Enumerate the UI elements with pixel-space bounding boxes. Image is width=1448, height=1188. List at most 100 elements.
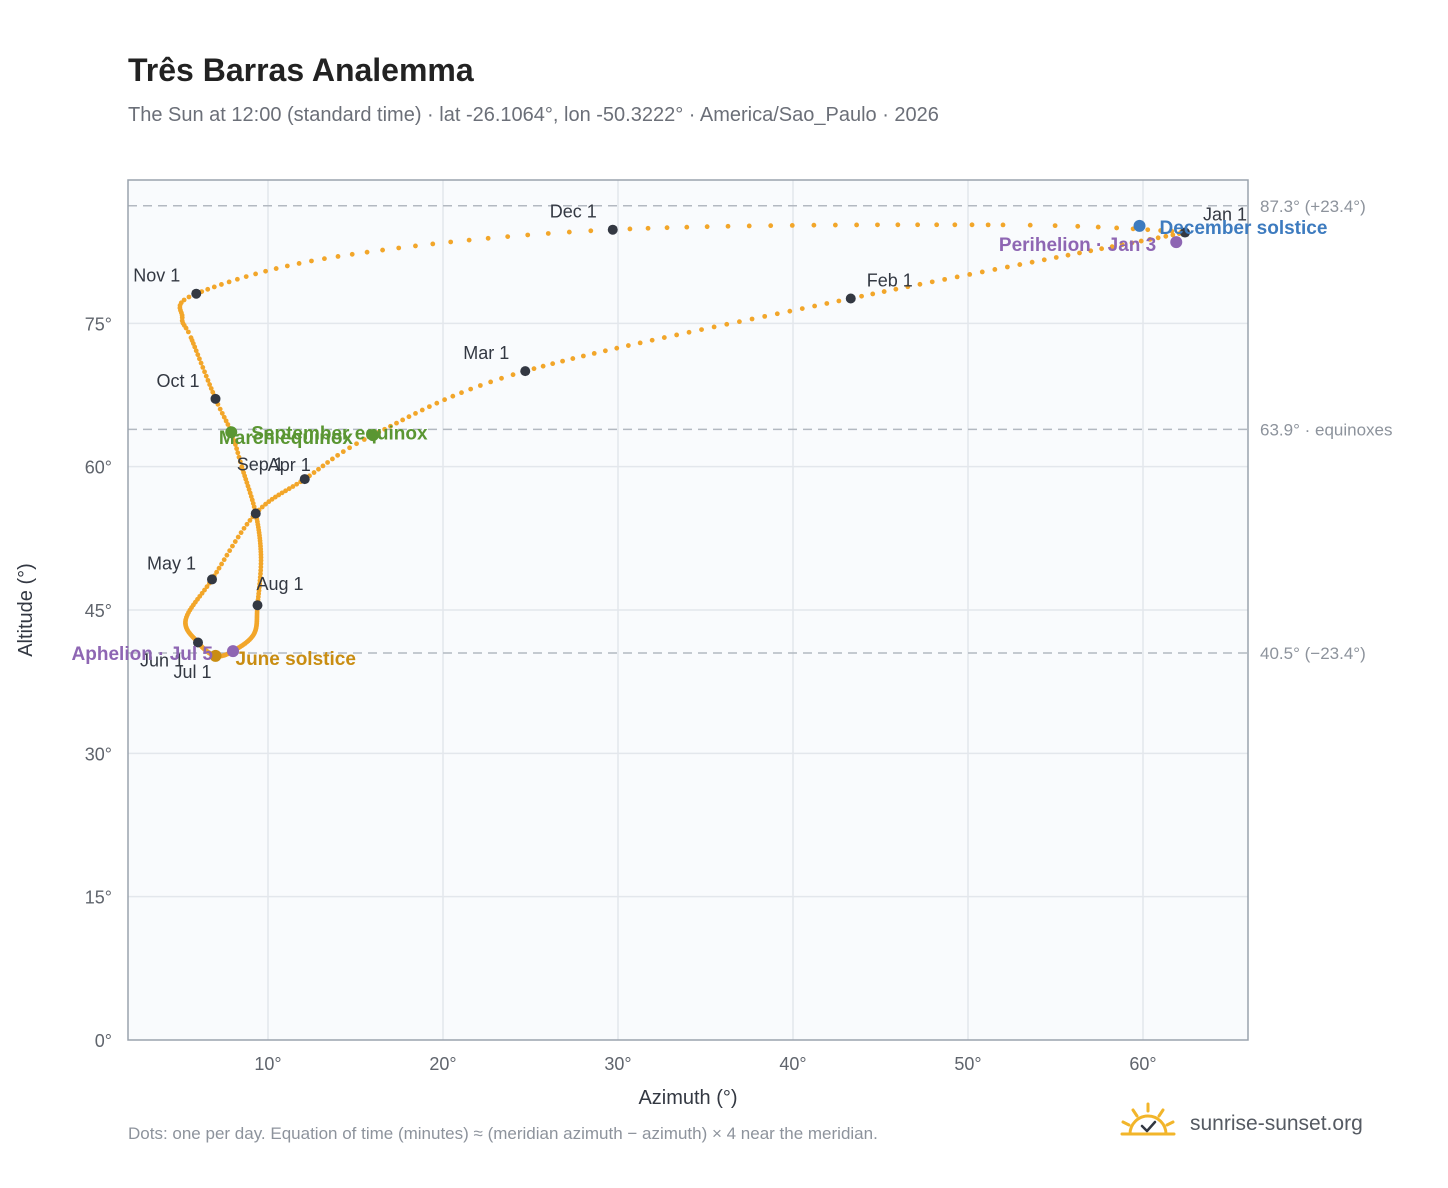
reference-lines: 87.3° (+23.4°) 63.9° · equinoxes 40.5° (−2… xyxy=(128,197,1393,663)
y-tick-label: 45° xyxy=(85,601,112,621)
day-dot xyxy=(181,297,187,303)
month-marker-label: Sep 1 xyxy=(237,454,284,474)
day-dot xyxy=(400,417,406,423)
day-dot xyxy=(1169,228,1175,234)
month-marker-label: Aug 1 xyxy=(256,574,303,594)
day-dot xyxy=(799,306,805,311)
month-marker xyxy=(607,224,618,235)
day-dot xyxy=(197,356,202,362)
day-dot xyxy=(1027,222,1033,228)
event-label: March equinox xyxy=(219,428,354,449)
day-dot xyxy=(1088,248,1094,254)
day-dot xyxy=(774,311,780,317)
x-tick-label: 60° xyxy=(1129,1054,1156,1074)
day-dot xyxy=(263,268,268,274)
day-dot xyxy=(210,389,216,395)
day-dot xyxy=(236,454,242,460)
day-dot xyxy=(942,276,948,282)
day-dot xyxy=(234,276,240,282)
month-marker-label: Mar 1 xyxy=(463,343,509,363)
day-dot xyxy=(286,486,292,492)
day-dot xyxy=(1163,233,1169,239)
day-dot xyxy=(979,269,985,275)
day-dot xyxy=(570,356,576,361)
day-dot xyxy=(450,393,456,399)
day-dot xyxy=(406,414,412,420)
day-dot xyxy=(637,340,643,346)
day-dot xyxy=(396,245,402,251)
day-dot xyxy=(207,382,213,387)
day-dot xyxy=(746,223,752,229)
day-dot xyxy=(915,222,921,228)
day-dot xyxy=(239,464,245,470)
day-dot xyxy=(895,222,901,228)
day-dot xyxy=(294,481,300,487)
day-dot xyxy=(1145,227,1151,233)
day-dot xyxy=(426,404,432,410)
day-dot xyxy=(929,279,935,285)
day-dot xyxy=(645,225,651,231)
day-dot xyxy=(442,397,448,403)
event-marker xyxy=(1170,236,1183,249)
day-dot xyxy=(430,241,436,247)
day-dot xyxy=(320,463,326,469)
day-dot xyxy=(811,222,817,228)
chart-title: Três Barras Analemma xyxy=(128,52,474,88)
day-dot xyxy=(550,361,556,367)
day-dot xyxy=(711,324,717,330)
day-dot xyxy=(347,445,352,451)
day-dot xyxy=(1138,238,1144,244)
day-dot xyxy=(382,426,388,432)
day-dot xyxy=(219,410,225,416)
day-dot xyxy=(812,303,818,309)
day-dot xyxy=(499,375,504,381)
day-dot xyxy=(241,525,247,531)
day-dot xyxy=(225,422,231,427)
month-marker xyxy=(191,288,202,299)
day-dot xyxy=(1095,224,1101,230)
month-marker xyxy=(520,366,531,377)
day-dot xyxy=(1017,262,1023,267)
day-dot xyxy=(787,308,793,314)
day-dot xyxy=(235,450,241,456)
day-dot xyxy=(221,414,227,420)
day-dot xyxy=(208,386,214,391)
day-dot xyxy=(354,441,359,447)
day-dot xyxy=(335,254,341,259)
day-dot xyxy=(588,228,594,234)
event-marker xyxy=(209,649,222,662)
event-marker xyxy=(227,645,239,658)
day-dot xyxy=(952,222,958,228)
brand-logo[interactable]: sunrise-sunset.org xyxy=(1120,1100,1400,1150)
day-dot xyxy=(580,353,586,359)
day-dot xyxy=(1158,228,1164,233)
day-dot xyxy=(870,291,876,297)
day-dot xyxy=(296,261,302,266)
day-dot xyxy=(233,442,238,447)
day-dot xyxy=(1041,257,1047,263)
day-dot xyxy=(188,335,194,341)
day-dot xyxy=(205,377,211,383)
month-marker xyxy=(250,508,261,519)
day-dot xyxy=(664,225,670,231)
day-dot xyxy=(510,372,516,378)
day-dot xyxy=(762,313,768,319)
day-dot xyxy=(219,282,224,287)
day-dot xyxy=(235,534,241,540)
day-dot xyxy=(699,327,704,332)
day-dot xyxy=(905,284,911,290)
day-dot xyxy=(1075,223,1081,229)
day-dot xyxy=(322,256,327,262)
x-tick-label: 30° xyxy=(604,1054,631,1074)
day-dot xyxy=(380,247,385,253)
day-dot xyxy=(243,274,249,279)
day-dot xyxy=(1065,252,1071,258)
day-dot xyxy=(875,222,880,228)
day-dot xyxy=(266,499,272,505)
day-dot xyxy=(684,224,690,230)
day-dot xyxy=(340,449,346,455)
day-dot xyxy=(230,543,235,549)
day-dot xyxy=(413,410,418,416)
day-dot xyxy=(836,298,842,304)
axis-ticks: 10° 20° 30° 40° 50° 60° 0° 15° 30° 45° 60° 75° xyxy=(85,314,1157,1074)
